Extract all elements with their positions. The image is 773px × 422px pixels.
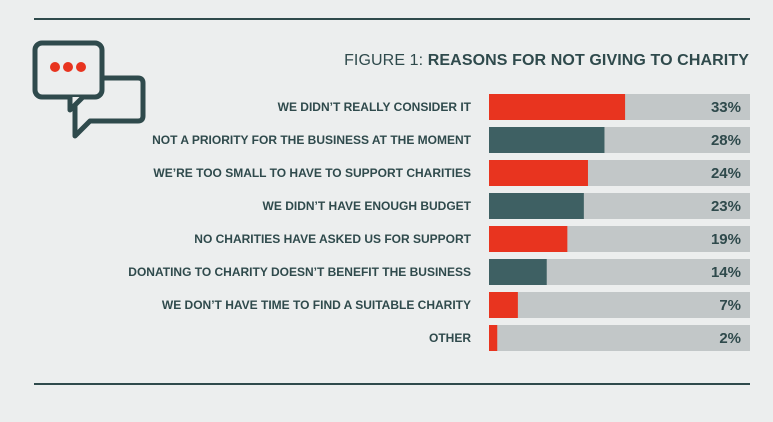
value-label: 14%: [711, 264, 741, 281]
category-label: WE DIDN’T REALLY CONSIDER IT: [278, 100, 472, 114]
value-label: 19%: [711, 231, 741, 248]
bottom-rule: [34, 383, 750, 385]
bar-row: WE’RE TOO SMALL TO HAVE TO SUPPORT CHARI…: [153, 160, 750, 186]
bar-row: DONATING TO CHARITY DOESN’T BENEFIT THE …: [128, 259, 750, 285]
bar: [489, 325, 498, 351]
category-label: WE DON’T HAVE TIME TO FIND A SUITABLE CH…: [162, 298, 471, 312]
bar: [489, 127, 605, 153]
value-label: 33%: [711, 99, 741, 116]
bar: [489, 259, 547, 285]
value-label: 28%: [711, 132, 741, 149]
bar: [489, 226, 568, 252]
figure-prefix: FIGURE 1:: [344, 52, 424, 69]
value-label: 2%: [719, 330, 741, 347]
bar-row: NOT A PRIORITY FOR THE BUSINESS AT THE M…: [152, 127, 750, 153]
bar-track: [489, 292, 750, 318]
category-label: NOT A PRIORITY FOR THE BUSINESS AT THE M…: [152, 133, 472, 147]
value-label: 23%: [711, 198, 741, 215]
bar-row: OTHER 2%: [429, 325, 750, 351]
bar: [489, 193, 584, 219]
bar-track: [489, 325, 750, 351]
category-label: OTHER: [429, 331, 471, 345]
category-label: DONATING TO CHARITY DOESN’T BENEFIT THE …: [128, 265, 471, 279]
figure-title: FIGURE 1: REASONS FOR NOT GIVING TO CHAR…: [344, 52, 749, 70]
bar: [489, 292, 518, 318]
value-label: 24%: [711, 165, 741, 182]
category-label: WE’RE TOO SMALL TO HAVE TO SUPPORT CHARI…: [153, 166, 471, 180]
bar: [489, 94, 626, 120]
bar: [489, 160, 588, 186]
bar-row: WE DON’T HAVE TIME TO FIND A SUITABLE CH…: [162, 292, 750, 318]
figure-title-text: REASONS FOR NOT GIVING TO CHARITY: [427, 52, 749, 69]
top-rule: [34, 18, 750, 20]
category-label: NO CHARITIES HAVE ASKED US FOR SUPPORT: [194, 232, 471, 246]
value-label: 7%: [719, 297, 741, 314]
speech-bubbles-icon: [32, 40, 146, 139]
bar-row: WE DIDN’T HAVE ENOUGH BUDGET 23%: [263, 193, 750, 219]
category-label: WE DIDN’T HAVE ENOUGH BUDGET: [263, 199, 472, 213]
bar-row: NO CHARITIES HAVE ASKED US FOR SUPPORT 19…: [194, 226, 750, 252]
bar-row: WE DIDN’T REALLY CONSIDER IT 33%: [278, 94, 750, 120]
